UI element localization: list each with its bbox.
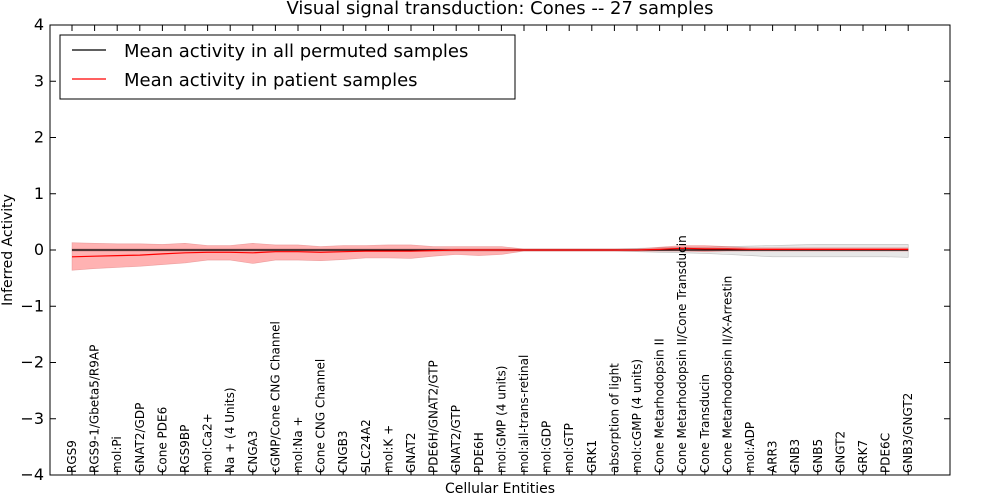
x-tick-label: Cone CNG Channel (314, 359, 328, 473)
x-tick-label: PDE6H (472, 432, 486, 473)
y-axis-label: Inferred Activity (0, 194, 16, 306)
y-tick-label: 2 (34, 128, 44, 147)
x-tick-label: mol:GMP (4 units) (494, 366, 508, 473)
band-permuted (71, 244, 909, 258)
y-tick-label: −4 (20, 465, 44, 484)
x-tick-label: GNGT2 (833, 431, 847, 473)
y-tick-label: 1 (34, 184, 44, 203)
x-tick-label: mol:GDP (540, 421, 554, 473)
x-tick-label: mol:ADP (743, 422, 757, 473)
x-tick-label: mol:Ca2+ (201, 413, 215, 473)
x-tick-label: Cone Metarhodopsin II (653, 338, 667, 473)
x-tick-label: mol:cGMP (4 units) (630, 359, 644, 473)
x-tick-label: RGS9 (65, 440, 79, 473)
x-tick-label: GNB5 (811, 439, 825, 473)
x-tick-label: Na + (4 Units) (223, 387, 237, 473)
x-tick-label: absorption of light (607, 363, 621, 473)
x-tick-label: mol:K + (381, 425, 395, 473)
x-tick-label: mol:Pi (110, 436, 124, 473)
x-tick-label: GNB3 (788, 439, 802, 473)
x-tick-label: mol:all-trans-retinal (517, 355, 531, 473)
y-tick-label: 3 (34, 71, 44, 90)
x-tick-label: Cone Metarhodopsin II/Cone Transducin (675, 235, 689, 473)
x-tick-label: GNAT2/GTP (449, 405, 463, 473)
y-tick-label: 4 (34, 15, 44, 34)
x-axis-label: Cellular Entities (445, 481, 555, 497)
y-tick-label: 0 (34, 240, 44, 259)
x-tick-label: ARR3 (766, 440, 780, 473)
y-tick-label: −1 (20, 296, 44, 315)
x-tick-label: RGS9-1/Gbeta5/R9AP (88, 345, 102, 473)
legend-label-permuted: Mean activity in all permuted samples (124, 41, 468, 62)
plot-frame (49, 24, 951, 476)
x-tick-label: PDE6C (879, 433, 893, 473)
line-patient-mean (71, 247, 909, 258)
x-tick-label: cGMP/Cone CNG Channel (268, 321, 282, 473)
x-tick-label: RGS9BP (178, 425, 192, 473)
x-tick-label: Cone Transducin (698, 374, 712, 473)
x-tick-label: GRK7 (856, 440, 870, 473)
x-tick-label: GRK1 (585, 440, 599, 473)
x-tick-label: GNB3/GNGT2 (901, 393, 915, 473)
x-tick-label: CNGA3 (246, 431, 260, 474)
y-tick-label: −3 (20, 409, 44, 428)
x-tick-label: Cone Metarhodopsin II/X-Arrestin (720, 276, 734, 473)
legend-label-patient: Mean activity in patient samples (124, 70, 418, 91)
y-tick-label: −2 (20, 353, 44, 372)
legend: Mean activity in all permuted samples Me… (59, 34, 516, 100)
x-tick-label: Cone PDE6 (155, 407, 169, 473)
x-tick-label: GNAT2/GDP (133, 403, 147, 473)
x-tick-label: PDE6H/GNAT2/GTP (427, 360, 441, 473)
legend-box (59, 34, 516, 100)
x-tick-label: GNAT2 (404, 432, 418, 473)
chart-title: Visual signal transduction: Cones -- 27 … (286, 0, 713, 19)
x-tick-label: mol:Na + (291, 416, 305, 473)
x-tick-label: mol:GTP (562, 423, 576, 473)
x-tick-label: CNGB3 (336, 430, 350, 473)
x-tick-label: SLC24A2 (359, 419, 373, 473)
